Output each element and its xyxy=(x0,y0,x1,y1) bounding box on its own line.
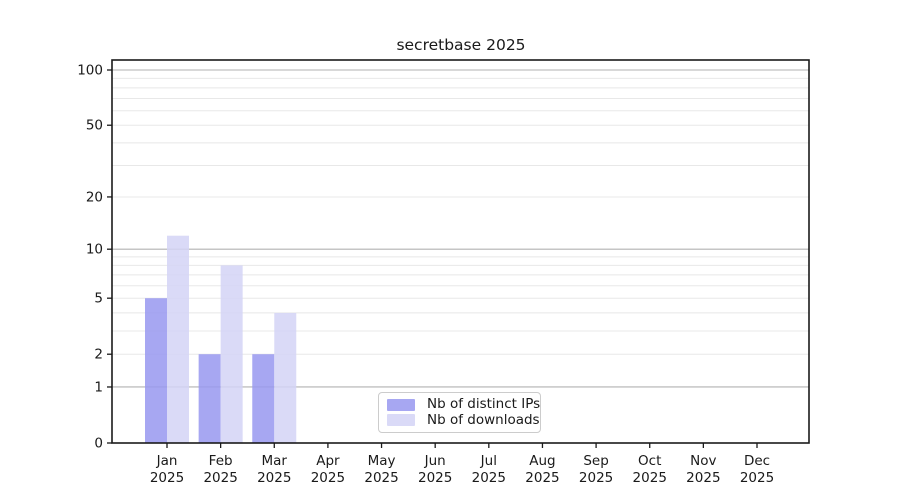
y-tick-label: 10 xyxy=(86,242,103,258)
legend: Nb of distinct IPs Nb of downloads xyxy=(378,392,541,433)
bar-downloads-jan xyxy=(167,235,189,443)
x-tick-label-sep: Sep 2025 xyxy=(579,453,613,486)
legend-item-downloads: Nb of downloads xyxy=(387,413,540,428)
bar-downloads-feb xyxy=(220,265,243,443)
x-tick-label-feb: Feb 2025 xyxy=(203,453,237,486)
chart-title: secretbase 2025 xyxy=(396,36,526,54)
y-tick-label: 100 xyxy=(77,63,103,79)
y-tick-label: 50 xyxy=(86,118,103,134)
x-tick-label-dec: Dec 2025 xyxy=(740,453,774,486)
x-tick-label-oct: Oct 2025 xyxy=(633,453,667,486)
legend-swatch-downloads xyxy=(387,414,415,427)
x-tick-label-jul: Jul 2025 xyxy=(472,453,506,486)
axes-spines xyxy=(111,59,810,444)
legend-label-downloads: Nb of downloads xyxy=(427,411,540,428)
x-tick-label-mar: Mar 2025 xyxy=(257,453,291,486)
y-tick-label: 2 xyxy=(94,347,103,363)
x-tick-label-nov: Nov 2025 xyxy=(686,453,720,486)
bar-distinct-ips-feb xyxy=(198,354,221,443)
x-tick-label-aug: Aug 2025 xyxy=(525,453,559,486)
legend-swatch-distinct-ips xyxy=(387,398,415,411)
bar-distinct-ips-jan xyxy=(145,298,167,443)
bar-downloads-mar xyxy=(274,312,297,443)
x-tick-label-apr: Apr 2025 xyxy=(311,453,345,486)
x-tick-label-jan: Jan 2025 xyxy=(150,453,184,486)
bar-distinct-ips-mar xyxy=(252,354,275,443)
legend-item-distinct-ips: Nb of distinct IPs xyxy=(387,397,540,412)
y-tick-label: 1 xyxy=(94,379,103,395)
x-tick-label-may: May 2025 xyxy=(364,453,398,486)
legend-label-distinct-ips: Nb of distinct IPs xyxy=(427,396,541,412)
y-tick-label: 20 xyxy=(86,189,103,205)
y-tick-label: 5 xyxy=(94,291,103,307)
x-tick-label-jun: Jun 2025 xyxy=(418,453,452,486)
y-tick-label: 0 xyxy=(94,436,103,452)
